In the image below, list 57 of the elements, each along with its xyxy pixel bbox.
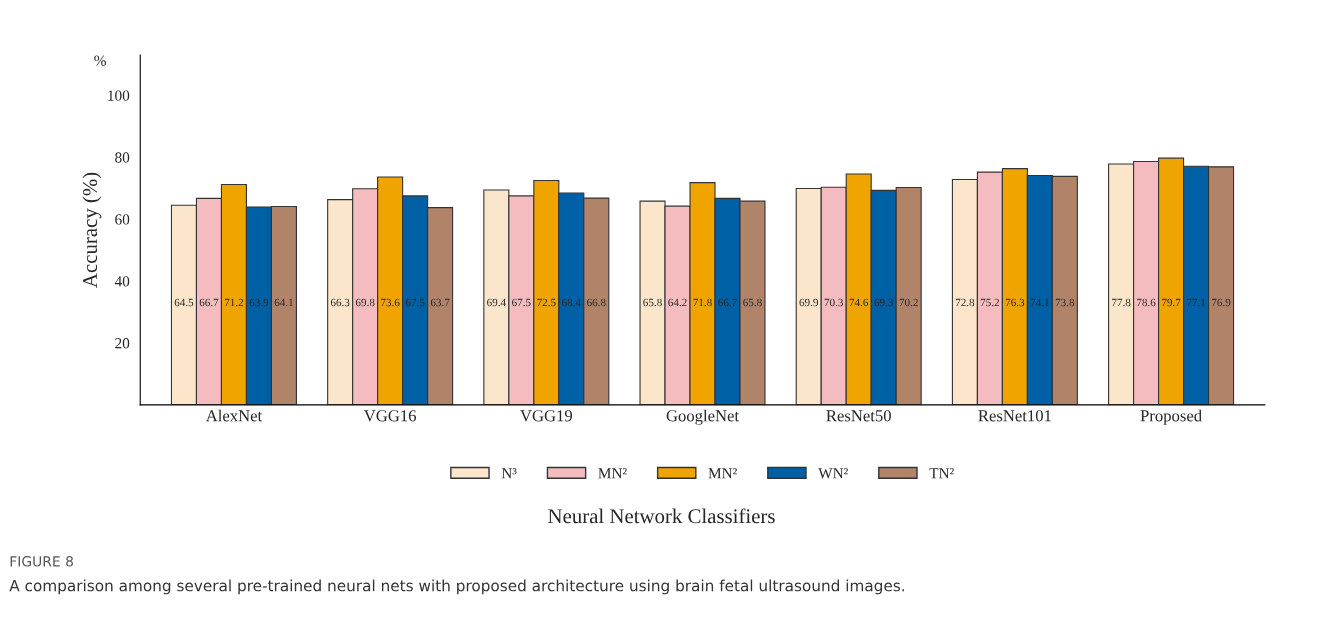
data-label: 76.3	[1005, 298, 1025, 307]
data-label: 71.2	[224, 298, 244, 307]
text: %	[94, 55, 106, 66]
data-label: 69.9	[799, 298, 818, 307]
data-label: 63.7	[430, 298, 450, 307]
x-axis-title: Neural Network Classifiers	[548, 508, 775, 524]
data-label: 65.8	[643, 298, 662, 307]
data-label: 64.1	[274, 298, 293, 307]
data-label: 71.8	[693, 298, 712, 307]
data-label: 76.9	[1212, 298, 1231, 307]
data-label: 79.7	[1162, 298, 1181, 307]
data-label: 70.3	[824, 298, 843, 307]
x-tick-label: VGG19	[520, 410, 573, 422]
x-tick-label: AlexNet	[205, 409, 263, 422]
data-label: 66.7	[718, 298, 737, 307]
data-label: 75.2	[980, 298, 1000, 307]
y-tick-label: 100	[108, 90, 130, 101]
y-tick-label: 80	[115, 152, 130, 163]
x-tick-label: ResNet50	[826, 410, 891, 422]
data-label: 72.5	[537, 298, 556, 307]
data-label: 78.6	[1137, 298, 1156, 307]
data-label: 73.8	[1055, 298, 1075, 307]
data-label: 64.5	[174, 298, 194, 307]
data-label: 68.4	[562, 298, 581, 307]
data-label: 66.8	[587, 298, 606, 307]
data-label: 63.9	[249, 298, 269, 307]
data-label: 77.8	[1112, 298, 1131, 307]
x-tick-label: VGG16	[363, 410, 417, 422]
data-label: 67.5	[405, 298, 425, 307]
data-label: 72.8	[955, 298, 975, 307]
data-label: 66.7	[199, 298, 219, 307]
text: A comparison among several pre-trained neural nets with proposed architecture using brain fetal ultrasound images.	[9, 579, 904, 595]
data-label: 67.5	[512, 298, 531, 307]
x-tick-label: ResNet101	[978, 410, 1051, 422]
y-tick-label: 40	[114, 276, 130, 287]
legend-label: MN²	[598, 468, 627, 479]
data-label: 74.1	[1030, 298, 1049, 307]
data-label: 66.3	[330, 298, 350, 307]
data-label: 73.6	[381, 298, 400, 307]
data-label: 77.1	[1187, 298, 1206, 307]
data-label: 69.4	[487, 298, 506, 307]
data-label: 74.6	[849, 298, 869, 307]
data-label: 64.2	[668, 298, 687, 307]
legend-label: TN²	[929, 468, 954, 479]
data-label: 70.2	[899, 298, 918, 307]
legend-label: MN²	[708, 468, 737, 479]
data-label: 65.8	[743, 298, 762, 307]
caption: FIGURE 8	[10, 556, 73, 567]
y-tick-label: 20	[115, 338, 130, 349]
y-tick-label: 60	[115, 214, 130, 225]
data-label: 69.8	[355, 298, 375, 307]
x-tick-label: Proposed	[1140, 409, 1202, 425]
legend-label: WN²	[818, 468, 848, 479]
x-tick-label: GoogleNet	[666, 409, 739, 425]
data-label: 69.3	[874, 298, 893, 307]
y-axis-title: Accuracy (%)	[82, 172, 102, 288]
legend-label: N³	[501, 468, 517, 479]
